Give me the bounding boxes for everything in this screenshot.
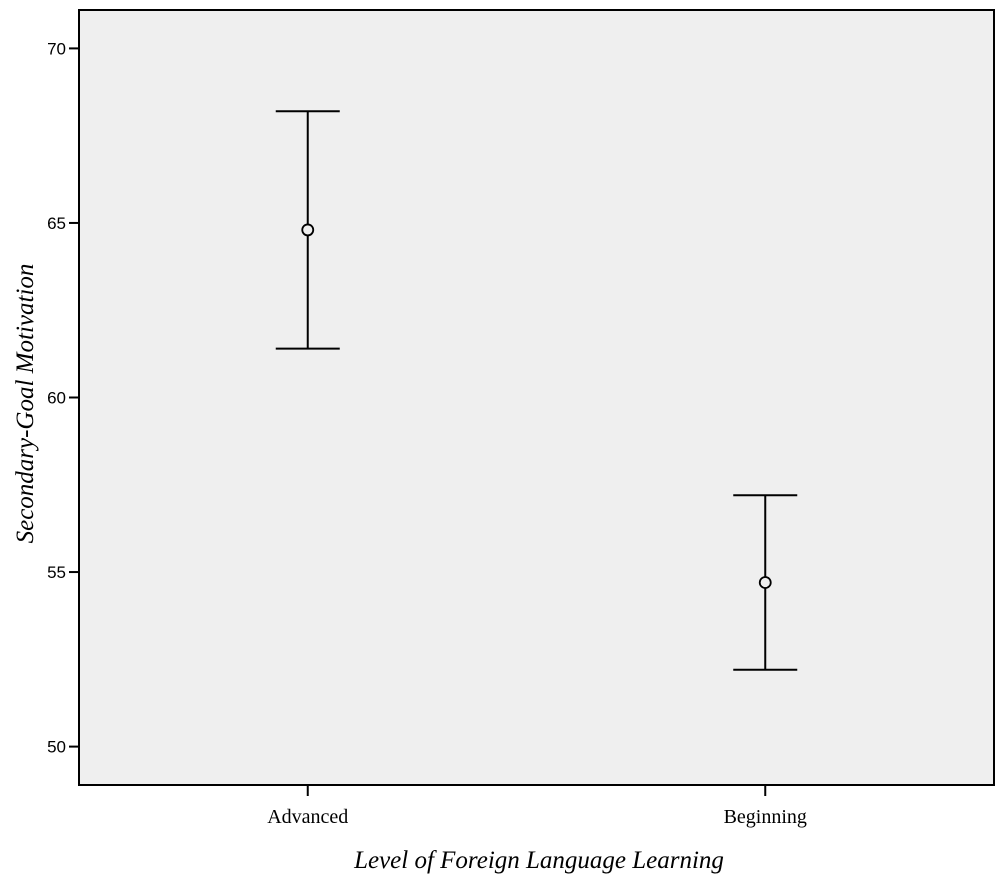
mean-point	[758, 576, 772, 589]
y-tick-label: 65	[47, 214, 66, 233]
plot-area	[78, 9, 995, 786]
x-tick-label: Advanced	[267, 806, 348, 828]
y-tick-label: 70	[47, 39, 66, 58]
y-tick-label: 60	[47, 389, 66, 408]
y-tick-label: 55	[47, 563, 66, 582]
mean-point	[301, 223, 315, 237]
y-axis: 50 55 60 65 70	[47, 39, 79, 757]
x-axis: Advanced Beginning	[267, 785, 807, 828]
y-axis-title: Secondary-Goal Motivation	[12, 264, 39, 544]
x-tick-label: Beginning	[724, 806, 807, 828]
y-tick-label: 50	[47, 738, 66, 757]
x-axis-title: Level of Foreign Language Learning	[353, 847, 724, 874]
error-bars	[275, 110, 798, 671]
